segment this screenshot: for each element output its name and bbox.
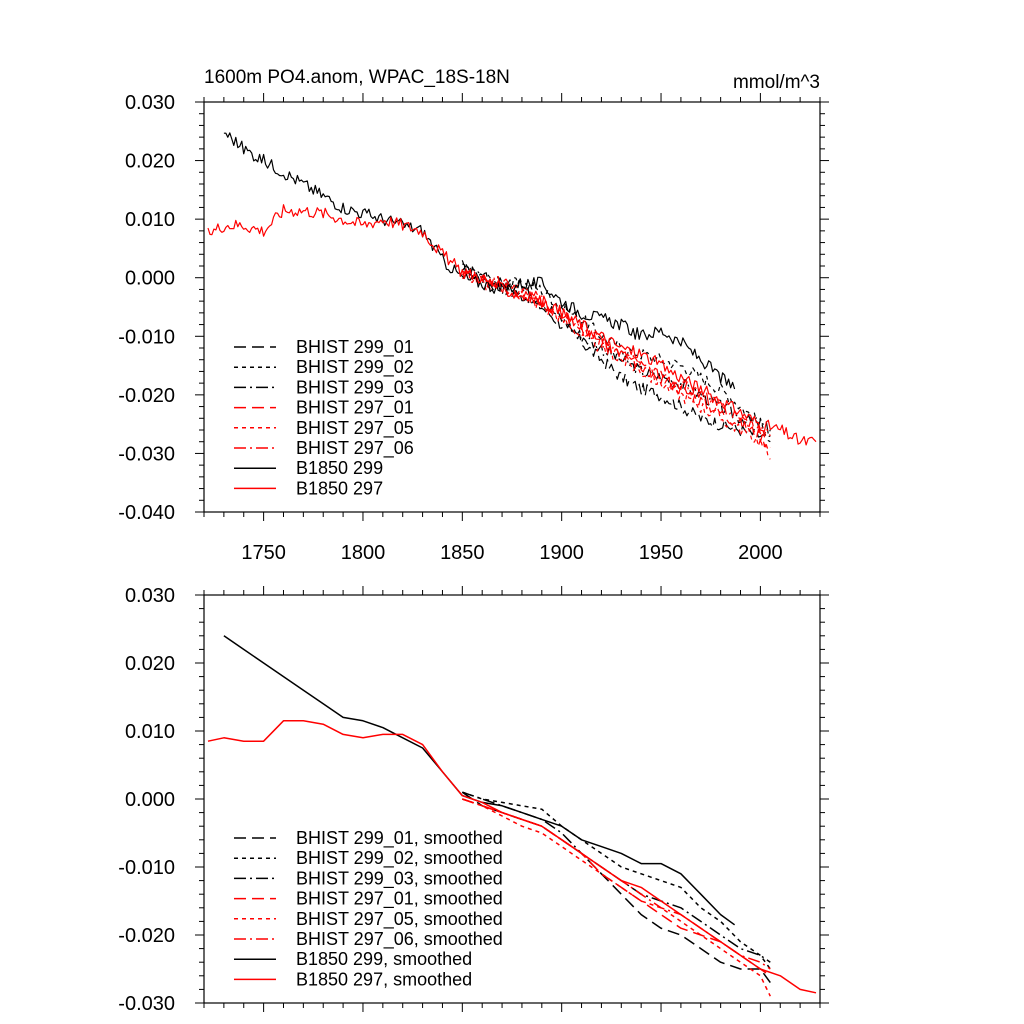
series-line [223,132,736,390]
series-line [207,204,817,446]
y-tick-label: 0.010 [125,209,175,231]
bottom-plot-panel: 1750180018501900195020000.0300.0200.0100… [118,585,829,1015]
y-tick-label: 0.000 [125,268,175,290]
legend-label: BHIST 299_02 [296,357,414,378]
legend-label: BHIST 297_01, smoothed [296,889,503,910]
series-line [462,270,771,460]
series-line [461,264,771,435]
plot-frame [203,101,821,513]
x-tick-label: 1800 [341,542,386,564]
y-tick-label: 0.010 [125,721,175,743]
y-tick-label: -0.030 [118,993,175,1015]
legend-label: BHIST 297_05 [296,418,414,439]
x-tick-label: 1850 [440,542,485,564]
series-line [207,720,817,994]
legend-label: BHIST 299_02, smoothed [296,848,503,869]
units-label: mmol/m^3 [733,72,820,93]
y-tick-label: 0.030 [125,585,175,607]
legend-label: BHIST 299_03 [296,377,414,398]
legend-label: B1850 297, smoothed [296,969,472,989]
legend-label: B1850 299, smoothed [296,949,472,969]
x-tick-label: 1950 [639,542,684,564]
y-tick-label: 0.000 [125,789,175,811]
legend-label: BHIST 299_03, smoothed [296,868,503,889]
legend-label: BHIST 297_06 [296,438,414,459]
legend-label: BHIST 297_01 [296,398,414,419]
y-tick-label: 0.020 [125,151,175,173]
top-plot-panel: 1750 1800 1850 1900 1950 2000 0.030 0.020 0.010 0… [118,92,829,564]
x-tick-label: 1750 [241,542,286,564]
y-tick-label: -0.030 [118,443,175,465]
legend-label: B1850 299 [296,458,383,478]
x-tick-label: 2000 [738,542,783,564]
legend-label: BHIST 299_01, smoothed [296,828,503,849]
series-line [462,791,771,970]
chart-title: 1600m PO4.anom, WPAC_18S-18N [204,67,510,88]
y-tick-label: 0.030 [125,92,175,114]
y-tick-label: -0.010 [118,857,175,879]
series-line [461,260,771,438]
y-tick-label: -0.010 [118,326,175,348]
legend-label: BHIST 297_05, smoothed [296,909,503,930]
series-line [462,268,771,438]
legend-label: B1850 297 [296,478,383,498]
y-tick-label: 0.020 [125,653,175,675]
x-tick-label: 1900 [539,542,584,564]
legend-label: BHIST 299_01 [296,337,414,358]
y-tick-label: -0.040 [118,502,175,524]
y-tick-label: -0.020 [118,385,175,407]
series-line [461,268,771,452]
y-tick-label: -0.020 [118,925,175,947]
series-line [462,798,771,997]
legend-label: BHIST 297_06, smoothed [296,929,503,950]
